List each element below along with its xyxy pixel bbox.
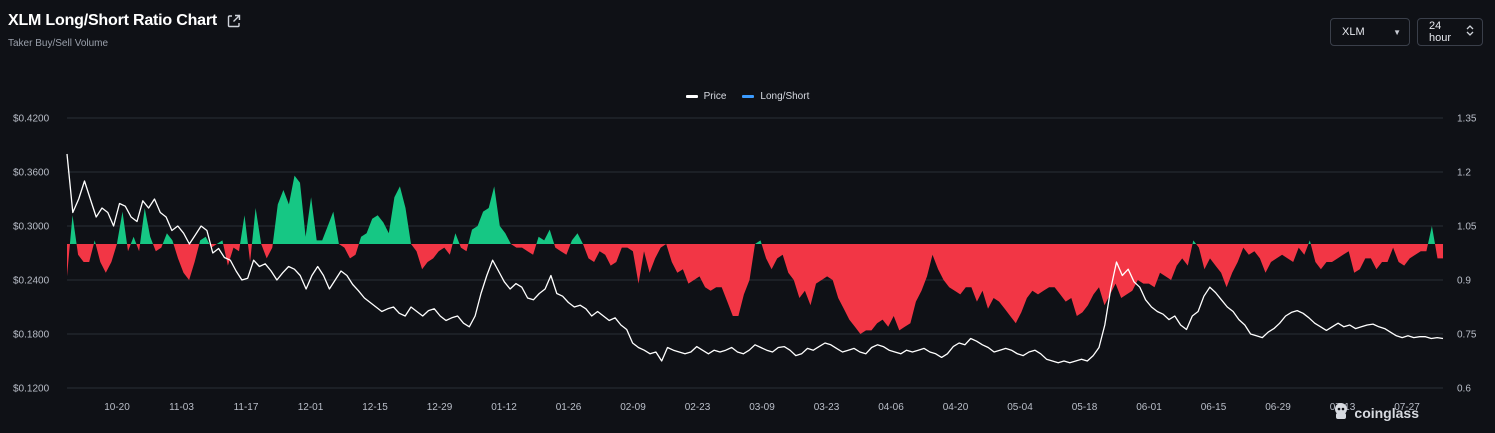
- y-right-tick-label: 0.6: [1457, 384, 1471, 395]
- caret-down-icon: ▼: [1393, 27, 1401, 37]
- x-tick-label: 05-04: [1007, 402, 1033, 413]
- chevron-updown-icon: [1466, 25, 1474, 39]
- x-tick-label: 01-26: [556, 402, 582, 413]
- short-area: [67, 244, 1443, 334]
- external-link-icon[interactable]: [227, 14, 241, 28]
- legend-label-long-short: Long/Short: [760, 91, 810, 102]
- legend-swatch-long-short: [742, 95, 755, 98]
- legend-label-price: Price: [703, 91, 727, 102]
- price-line: [66, 153, 1444, 364]
- x-tick-label: 06-01: [1136, 402, 1162, 413]
- y-right-tick-label: 1.35: [1457, 114, 1477, 125]
- x-tick-label: 12-29: [427, 402, 453, 413]
- x-tick-label: 06-29: [1265, 402, 1291, 413]
- x-tick-label: 03-09: [749, 402, 775, 413]
- y-right-tick-label: 0.75: [1457, 330, 1477, 341]
- x-tick-label: 06-15: [1201, 402, 1227, 413]
- y-left-tick-label: $0.4200: [13, 114, 50, 125]
- legend-item-long-short[interactable]: Long/Short: [742, 91, 809, 102]
- symbol-select[interactable]: XLM ▼: [1330, 18, 1410, 46]
- page-title: XLM Long/Short Ratio Chart: [8, 12, 218, 29]
- y-right-tick-label: 1.2: [1457, 168, 1471, 179]
- x-tick-label: 07-27: [1394, 402, 1420, 413]
- chart-header: XLM Long/Short Ratio Chart Taker Buy/Sel…: [8, 12, 241, 49]
- chart-controls: XLM ▼ 24 hour: [1330, 18, 1483, 46]
- y-left-tick-label: $0.3600: [13, 168, 50, 179]
- chart-subtitle: Taker Buy/Sell Volume: [8, 38, 109, 49]
- x-tick-label: 12-01: [298, 402, 324, 413]
- legend-item-price[interactable]: Price: [685, 91, 727, 102]
- x-tick-label: 01-12: [491, 402, 517, 413]
- x-tick-label: 05-18: [1072, 402, 1098, 413]
- legend-swatch-price: [685, 95, 698, 98]
- x-tick-label: 04-06: [878, 402, 904, 413]
- x-tick-label: 03-23: [814, 402, 840, 413]
- x-tick-label: 11-17: [234, 402, 259, 413]
- y-left-tick-label: $0.2400: [13, 276, 50, 287]
- y-right-tick-label: 1.05: [1457, 222, 1477, 233]
- interval-select-value: 24 hour: [1429, 20, 1452, 44]
- x-tick-label: 11-03: [169, 402, 194, 413]
- y-left-tick-label: $0.1800: [13, 330, 50, 341]
- brand-watermark: coinglass: [1333, 402, 1419, 423]
- y-right-tick-label: 0.9: [1457, 276, 1471, 287]
- y-left-tick-label: $0.3000: [13, 222, 50, 233]
- x-tick-label: 02-23: [685, 402, 711, 413]
- x-tick-label: 10-20: [104, 402, 130, 413]
- x-tick-label: 04-20: [943, 402, 969, 413]
- x-tick-label: 12-15: [362, 402, 388, 413]
- coinglass-logo-icon: [1333, 402, 1349, 423]
- interval-select[interactable]: 24 hour: [1417, 18, 1483, 46]
- brand-name: coinglass: [1354, 404, 1419, 421]
- symbol-select-value: XLM: [1342, 26, 1365, 38]
- chart-legend: Price Long/Short: [0, 91, 1495, 102]
- x-tick-label: 02-09: [620, 402, 646, 413]
- y-left-tick-label: $0.1200: [13, 384, 50, 395]
